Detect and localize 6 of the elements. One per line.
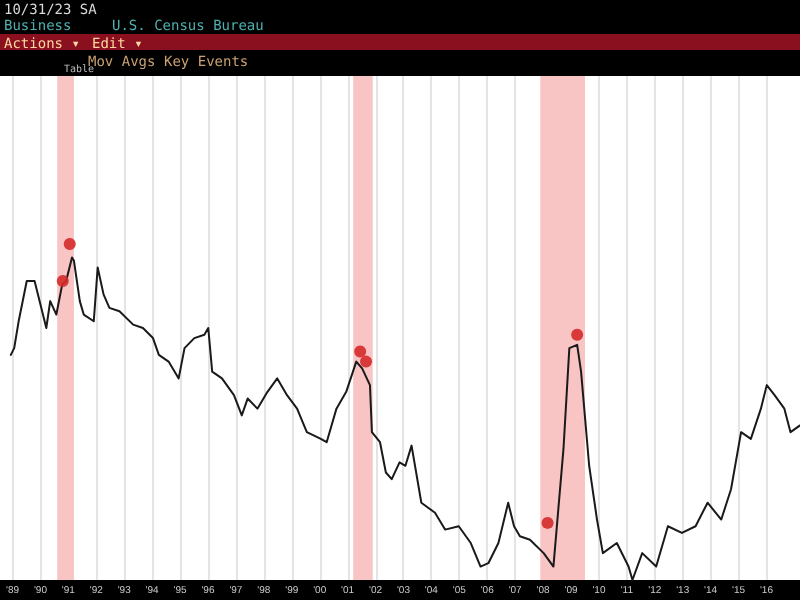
point [56, 274, 69, 287]
point [354, 345, 367, 358]
point [63, 238, 76, 250]
point [360, 355, 373, 368]
point [541, 516, 554, 529]
point [571, 328, 584, 341]
